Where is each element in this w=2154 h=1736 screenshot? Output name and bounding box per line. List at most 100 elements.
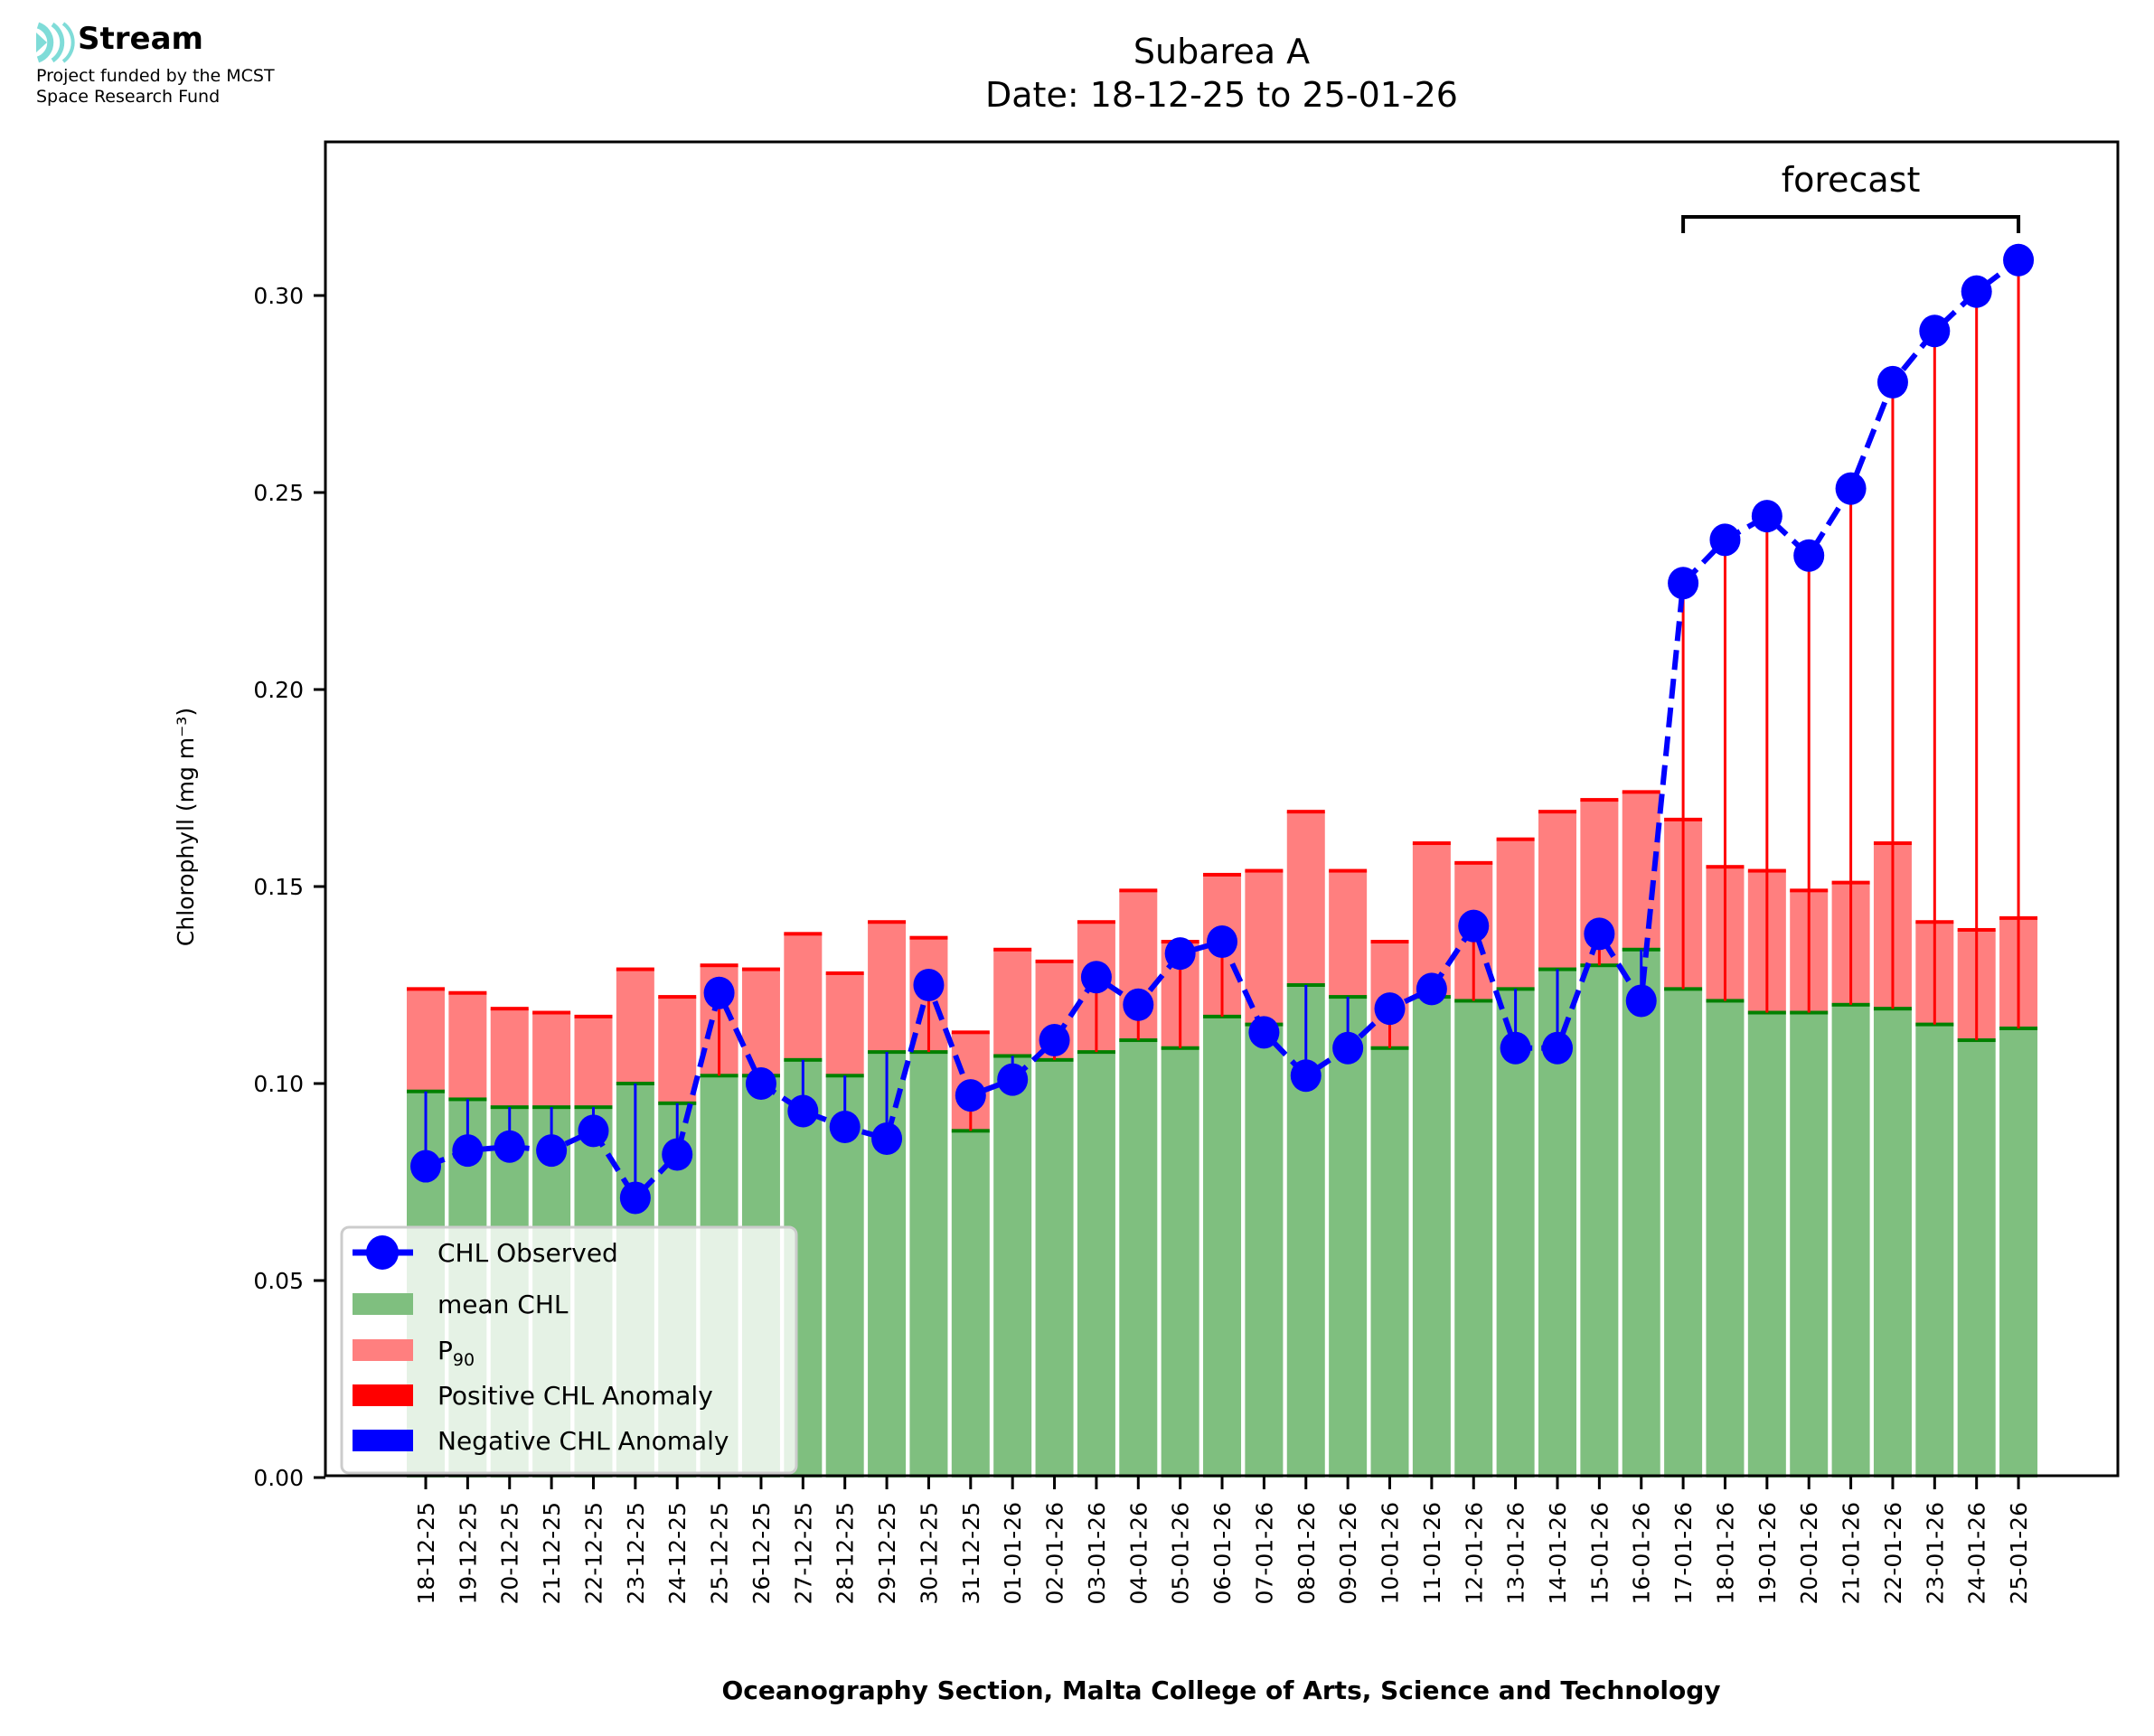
p90-bar [532, 1012, 571, 1108]
observed-point [2003, 243, 2035, 277]
observed-point [1709, 523, 1741, 557]
observed-point [1584, 917, 1615, 951]
observed-point [913, 969, 945, 1001]
observed-point [955, 1079, 986, 1112]
mean-bar [1706, 1000, 1745, 1478]
legend-observed-marker-icon [366, 1235, 399, 1270]
x-tick-label: 20-01-26 [1796, 1502, 1822, 1604]
p90-edge [1580, 798, 1619, 802]
logo-name: Stream [78, 21, 203, 57]
stream-waves-icon [34, 22, 76, 63]
p90-edge [1035, 959, 1074, 963]
x-tick-label: 27-12-25 [790, 1502, 816, 1604]
mean-bar [1915, 1024, 1954, 1478]
mean-bar [1622, 949, 1660, 1478]
funding-note: Project funded by the MCST Space Researc… [36, 66, 275, 108]
legend-patch-neg-swatch [353, 1430, 413, 1451]
legend-label-text: Negative CHL Anomaly [437, 1426, 729, 1456]
p90-bar [574, 1016, 613, 1108]
x-tick-label: 20-12-25 [497, 1502, 523, 1604]
x-tick-label: 19-01-26 [1754, 1502, 1781, 1604]
p90-edge [868, 920, 907, 924]
mean-bar [951, 1131, 990, 1478]
observed-point [1835, 472, 1867, 505]
observed-point [1668, 567, 1699, 600]
mean-bar [1747, 1012, 1786, 1478]
forecast-annotation: forecast [1681, 160, 2021, 233]
p90-bar [868, 922, 907, 1053]
x-tick-label: 06-01-26 [1209, 1502, 1236, 1604]
p90-bar [825, 972, 864, 1076]
observed-point [410, 1150, 441, 1183]
p90-edge [1203, 872, 1242, 877]
observed-point [536, 1134, 568, 1168]
observed-point [1625, 984, 1657, 1018]
p90-bar [784, 934, 823, 1060]
p90-edge [951, 1030, 990, 1035]
p90-bar [1286, 812, 1325, 985]
mean-bar [1999, 1028, 2038, 1478]
y-tick-label: 0.10 [253, 1071, 304, 1097]
x-tick-label: 28-12-25 [832, 1502, 859, 1604]
observed-point [1541, 1031, 1573, 1065]
x-tick-label: 10-01-26 [1378, 1502, 1404, 1604]
mean-bar [1580, 965, 1619, 1478]
mean-bar [1412, 997, 1451, 1478]
observed-point [578, 1114, 609, 1148]
observed-point [871, 1122, 903, 1156]
p90-edge [574, 1014, 613, 1018]
observed-point [1248, 1016, 1280, 1049]
x-tick-label: 03-01-26 [1084, 1502, 1110, 1604]
x-tick-label: 02-01-26 [1042, 1502, 1068, 1604]
mean-bar [1245, 1024, 1284, 1478]
observed-point [1751, 500, 1782, 533]
x-tick-label: 05-01-26 [1168, 1502, 1194, 1604]
anomaly-layer [424, 259, 2020, 1198]
y-tick-label: 0.20 [253, 677, 304, 703]
mean-bar [1831, 1004, 1870, 1478]
observed-point [1332, 1031, 1364, 1065]
x-tick-label: 08-01-26 [1293, 1502, 1320, 1604]
observed-point [1207, 925, 1238, 959]
legend: CHL Observed mean CHL P90 Positive CHL Anom… [340, 1225, 798, 1475]
x-tick-label: 25-12-25 [707, 1502, 733, 1604]
x-axis: 18-12-25 19-12-25 20-12-25 21-12-25 22-12-25… [413, 1476, 2032, 1604]
mean-bar [1664, 989, 1703, 1478]
p90-bar [616, 969, 654, 1084]
x-tick-label: 23-12-25 [623, 1502, 649, 1604]
legend-label-text: CHL Observed [437, 1238, 618, 1268]
x-tick-label: 01-01-26 [1000, 1502, 1026, 1604]
y-tick-label: 0.15 [253, 874, 304, 900]
x-tick-label: 21-12-25 [539, 1502, 565, 1604]
funding-line-2: Space Research Fund [36, 87, 221, 107]
p90-edge [1245, 868, 1284, 873]
p90-edge [1538, 810, 1576, 814]
x-tick-label: 07-01-26 [1251, 1502, 1277, 1604]
p90-bar [1496, 839, 1535, 990]
mean-bar [1957, 1040, 1996, 1478]
legend-label: Negative CHL Anomaly [437, 1426, 729, 1456]
p90-edge [448, 990, 487, 995]
x-tick-label: 18-12-25 [413, 1502, 439, 1604]
p90-edge [825, 971, 864, 975]
chart-subtitle: Date: 18-12-25 to 25-01-26 [985, 75, 1458, 115]
observed-point [1374, 992, 1406, 1026]
observed-line-layer [410, 243, 2035, 1215]
p90-edge [784, 932, 823, 936]
chart-title: Subarea A [1133, 32, 1311, 71]
legend-label-text: mean CHL [437, 1290, 569, 1319]
legend-patch-p90-swatch [353, 1339, 413, 1361]
mean-bar [1329, 997, 1368, 1478]
observed-point [829, 1110, 861, 1143]
p90-bar [407, 989, 445, 1092]
p90-bar [448, 992, 487, 1100]
p90-edge [1286, 810, 1325, 814]
observed-point [1039, 1024, 1070, 1057]
p90-edge [1496, 837, 1535, 841]
p90-edge [616, 967, 654, 971]
mean-bar [1873, 1009, 1912, 1478]
observed-point [1416, 972, 1447, 1006]
x-tick-label: 13-01-26 [1503, 1502, 1529, 1604]
observed-point [1458, 909, 1490, 943]
